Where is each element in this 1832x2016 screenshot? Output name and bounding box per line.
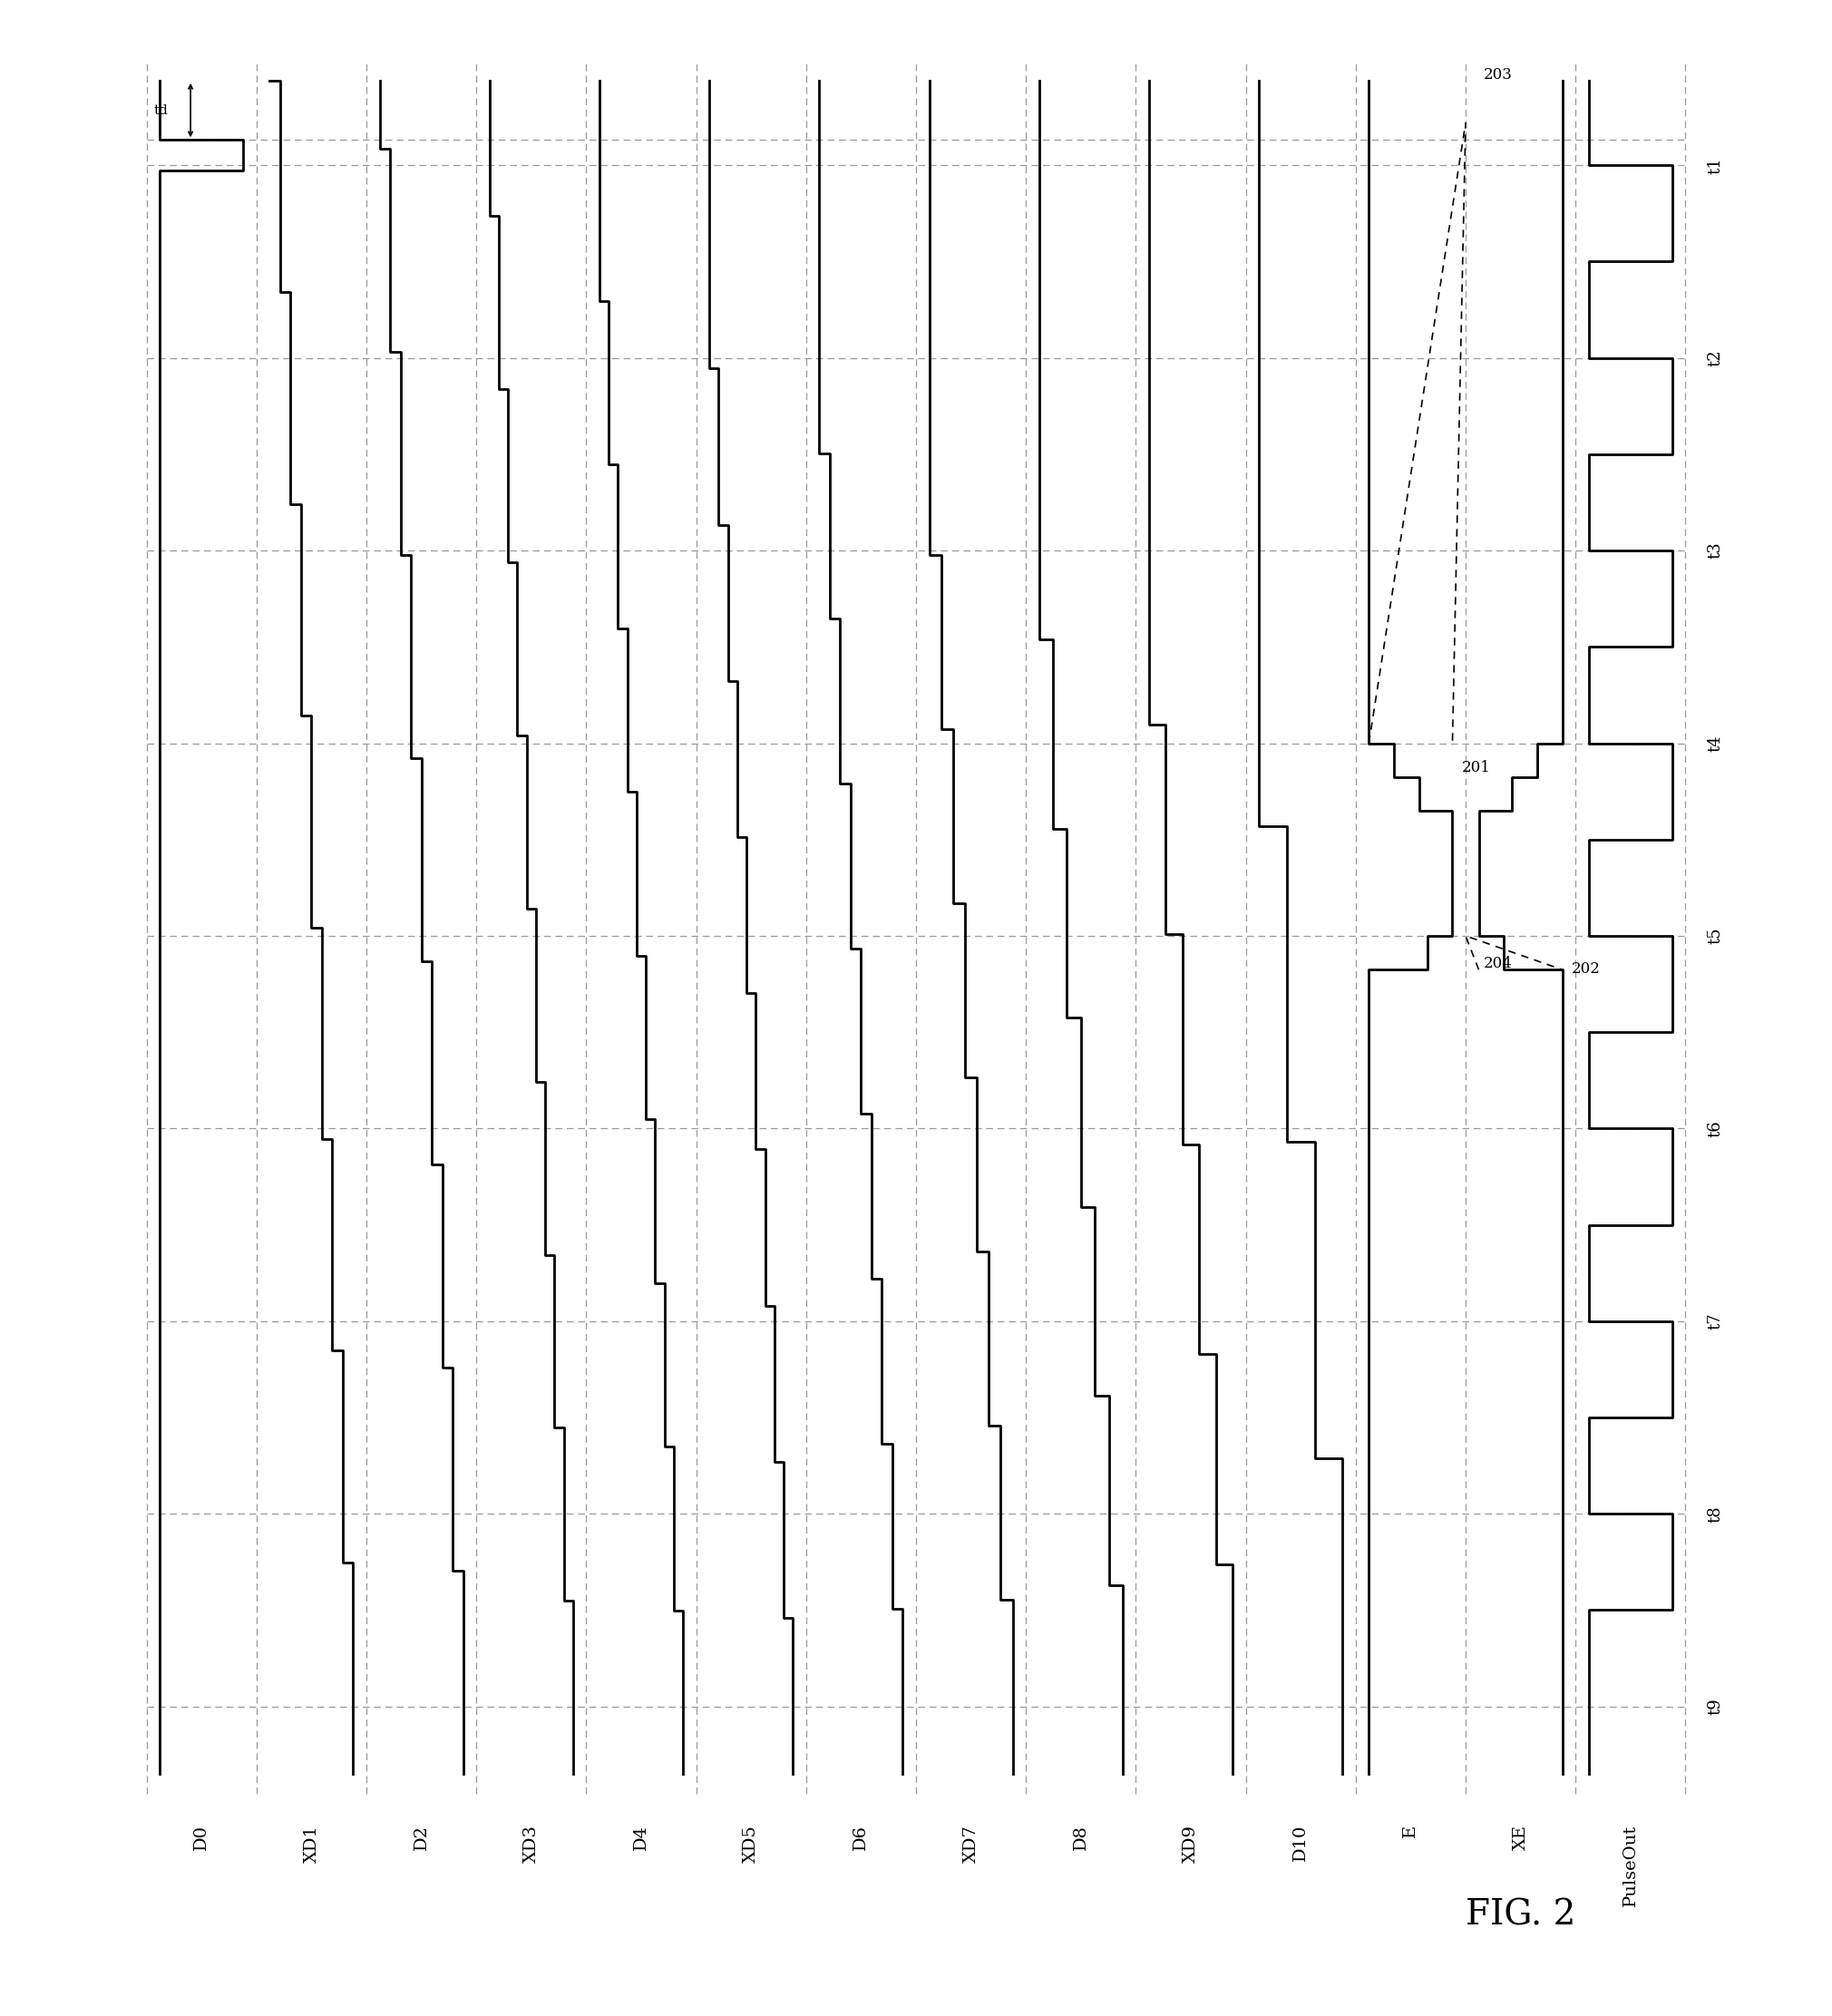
Text: td: td bbox=[154, 105, 169, 117]
Text: 203: 203 bbox=[1484, 67, 1513, 83]
Text: XD9: XD9 bbox=[1183, 1824, 1198, 1863]
Text: t8: t8 bbox=[1707, 1506, 1724, 1522]
Text: D6: D6 bbox=[854, 1824, 868, 1851]
Text: t7: t7 bbox=[1707, 1312, 1724, 1329]
Text: E: E bbox=[1403, 1824, 1418, 1837]
Text: t1: t1 bbox=[1707, 157, 1724, 173]
Text: XD1: XD1 bbox=[304, 1824, 319, 1863]
Text: XD7: XD7 bbox=[964, 1824, 978, 1863]
Text: FIG. 2: FIG. 2 bbox=[1466, 1899, 1576, 1931]
Text: D2: D2 bbox=[414, 1824, 429, 1851]
Text: D10: D10 bbox=[1293, 1824, 1308, 1861]
Text: 204: 204 bbox=[1484, 956, 1513, 972]
Text: t4: t4 bbox=[1707, 734, 1724, 752]
Text: D8: D8 bbox=[1074, 1824, 1088, 1851]
Text: XD3: XD3 bbox=[524, 1824, 539, 1863]
Text: PulseOut: PulseOut bbox=[1623, 1824, 1638, 1907]
Text: t6: t6 bbox=[1707, 1121, 1724, 1137]
Text: t3: t3 bbox=[1707, 542, 1724, 558]
Text: D0: D0 bbox=[194, 1824, 209, 1851]
Text: t5: t5 bbox=[1707, 927, 1724, 943]
Text: 201: 201 bbox=[1462, 760, 1491, 776]
Text: t9: t9 bbox=[1707, 1697, 1724, 1716]
Text: D4: D4 bbox=[634, 1824, 649, 1851]
Text: 202: 202 bbox=[1572, 962, 1601, 976]
Text: XE: XE bbox=[1513, 1824, 1528, 1851]
Text: t2: t2 bbox=[1707, 349, 1724, 367]
Text: XD5: XD5 bbox=[744, 1824, 758, 1863]
